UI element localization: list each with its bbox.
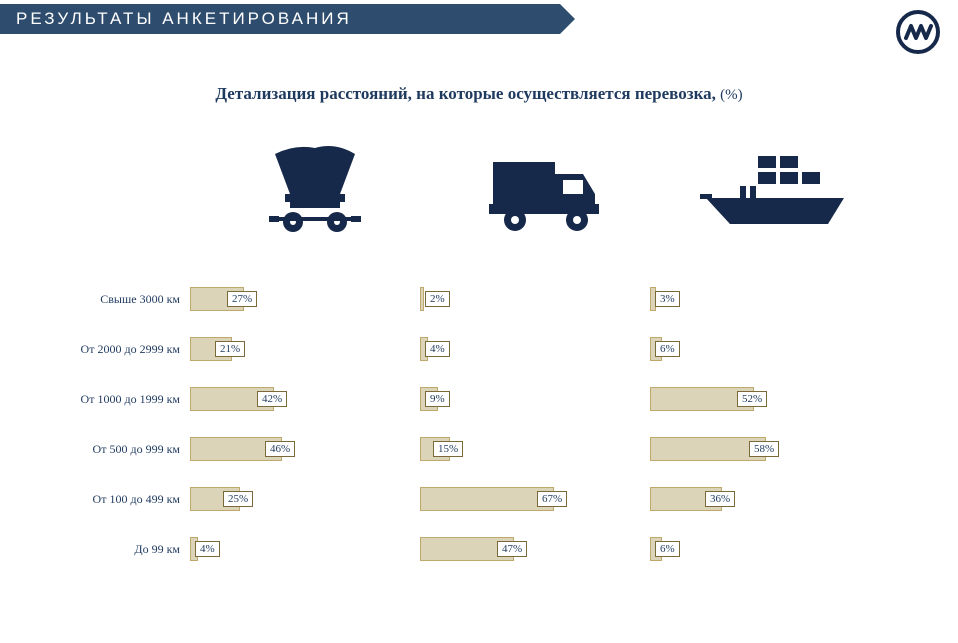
bar-value-label: 27%: [227, 291, 257, 307]
row-label: От 100 до 499 км: [40, 492, 190, 507]
bar: 21%: [190, 337, 232, 361]
bar-cell-rail: 25%: [190, 487, 420, 511]
bar-value-label: 4%: [195, 541, 220, 557]
bar: 25%: [190, 487, 240, 511]
column-icons-row: [200, 134, 918, 234]
data-row: От 2000 до 2999 км21%4%6%: [40, 324, 918, 374]
row-label: До 99 км: [40, 542, 190, 557]
bar: 15%: [420, 437, 450, 461]
bar-cell-rail: 46%: [190, 437, 420, 461]
bar: 3%: [650, 287, 656, 311]
bar-value-label: 47%: [497, 541, 527, 557]
row-label: От 1000 до 1999 км: [40, 392, 190, 407]
bar: 42%: [190, 387, 274, 411]
chart-title: Детализация расстояний, на которые осуще…: [0, 84, 958, 104]
bar: 6%: [650, 337, 662, 361]
chart-title-suffix: (%): [720, 87, 743, 103]
bar-cell-ship: 6%: [650, 337, 880, 361]
bar-cell-rail: 42%: [190, 387, 420, 411]
truck-icon: [430, 134, 660, 234]
rail-icon: [200, 134, 430, 234]
bar: 46%: [190, 437, 282, 461]
chart-title-main: Детализация расстояний, на которые осуще…: [215, 84, 715, 103]
bar-value-label: 6%: [655, 341, 680, 357]
data-row: От 500 до 999 км46%15%58%: [40, 424, 918, 474]
chart-area: Свыше 3000 км27%2%3%От 2000 до 2999 км21…: [40, 134, 918, 574]
data-row: От 100 до 499 км25%67%36%: [40, 474, 918, 524]
data-row: Свыше 3000 км27%2%3%: [40, 274, 918, 324]
bar-value-label: 2%: [425, 291, 450, 307]
bar-cell-ship: 6%: [650, 537, 880, 561]
bar-value-label: 25%: [223, 491, 253, 507]
bar-cell-truck: 15%: [420, 437, 650, 461]
bar-cell-rail: 27%: [190, 287, 420, 311]
data-row: От 1000 до 1999 км42%9%52%: [40, 374, 918, 424]
bar-value-label: 6%: [655, 541, 680, 557]
bar-cell-truck: 9%: [420, 387, 650, 411]
bar-cell-truck: 4%: [420, 337, 650, 361]
bar: 58%: [650, 437, 766, 461]
bar-value-label: 52%: [737, 391, 767, 407]
bar-value-label: 9%: [425, 391, 450, 407]
row-label: От 2000 до 2999 км: [40, 342, 190, 357]
bar-cell-truck: 67%: [420, 487, 650, 511]
header-ribbon: РЕЗУЛЬТАТЫ АНКЕТИРОВАНИЯ: [0, 4, 958, 34]
bar-value-label: 42%: [257, 391, 287, 407]
bar: 4%: [420, 337, 428, 361]
bar-cell-truck: 2%: [420, 287, 650, 311]
bar-cell-ship: 36%: [650, 487, 880, 511]
bar-cell-ship: 52%: [650, 387, 880, 411]
bar-value-label: 58%: [749, 441, 779, 457]
bar-value-label: 67%: [537, 491, 567, 507]
bar-cell-ship: 58%: [650, 437, 880, 461]
bar-cell-rail: 4%: [190, 537, 420, 561]
ship-icon: [660, 134, 890, 234]
bar-cell-ship: 3%: [650, 287, 880, 311]
bar: 52%: [650, 387, 754, 411]
bar: 6%: [650, 537, 662, 561]
page-root: РЕЗУЛЬТАТЫ АНКЕТИРОВАНИЯ Детализация рас…: [0, 4, 958, 643]
bar-cell-rail: 21%: [190, 337, 420, 361]
bar-value-label: 46%: [265, 441, 295, 457]
bar-cell-truck: 47%: [420, 537, 650, 561]
bar: 36%: [650, 487, 722, 511]
row-label: От 500 до 999 км: [40, 442, 190, 457]
data-row: До 99 км4%47%6%: [40, 524, 918, 574]
company-logo-icon: [896, 10, 940, 59]
bar-value-label: 3%: [655, 291, 680, 307]
bar: 67%: [420, 487, 554, 511]
bar-value-label: 4%: [425, 341, 450, 357]
bar-value-label: 36%: [705, 491, 735, 507]
ribbon-label: РЕЗУЛЬТАТЫ АНКЕТИРОВАНИЯ: [0, 4, 560, 34]
bar: 47%: [420, 537, 514, 561]
chart-rows: Свыше 3000 км27%2%3%От 2000 до 2999 км21…: [40, 274, 918, 574]
bar: 4%: [190, 537, 198, 561]
bar: 2%: [420, 287, 424, 311]
bar-value-label: 21%: [215, 341, 245, 357]
bar-value-label: 15%: [433, 441, 463, 457]
bar: 27%: [190, 287, 244, 311]
bar: 9%: [420, 387, 438, 411]
row-label: Свыше 3000 км: [40, 292, 190, 307]
